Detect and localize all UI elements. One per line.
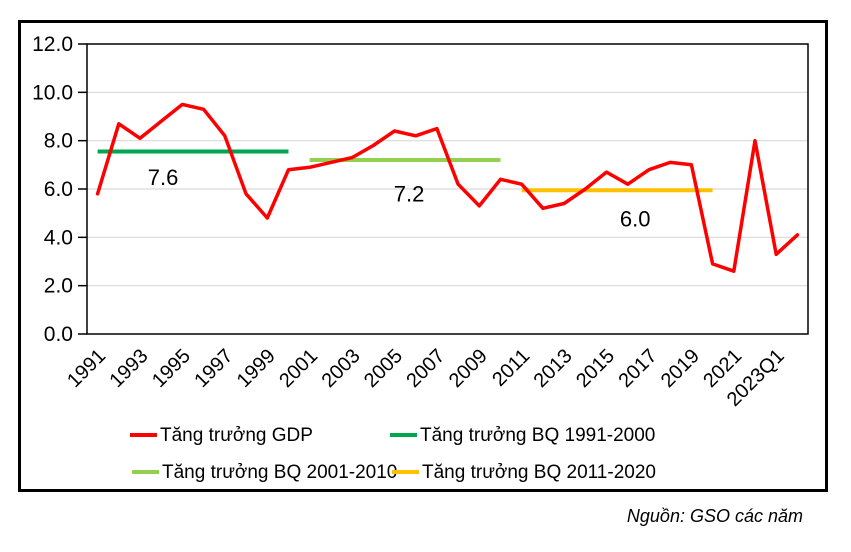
chart-outer-border <box>18 20 828 492</box>
x-axis-tick-label: 2017 <box>614 345 661 392</box>
y-axis-tick-label: 4.0 <box>44 226 73 249</box>
y-axis-tick-label: 12.0 <box>32 33 73 56</box>
x-axis-tick-label: 2001 <box>275 345 322 392</box>
source-note: Nguồn: GSO các năm <box>626 506 803 526</box>
x-axis-tick-label: 2019 <box>657 345 704 392</box>
legend-label-avg-2011-2020: Tăng trưởng BQ 2011-2020 <box>422 461 656 483</box>
x-axis-tick-label: 2009 <box>445 345 492 392</box>
legend-swatch-avg-2011-2020 <box>392 470 419 474</box>
x-axis-tick-label: 2005 <box>360 345 407 392</box>
legend-swatch-avg-2001-2010 <box>132 470 159 474</box>
y-axis-tick-label: 8.0 <box>44 130 73 153</box>
x-axis-tick-label: 2007 <box>402 345 449 392</box>
y-axis-tick-label: 2.0 <box>44 275 73 298</box>
x-axis-tick-label: 2013 <box>530 345 577 392</box>
legend-swatch-gdp <box>130 433 157 437</box>
x-axis-tick-label: 1997 <box>190 345 237 392</box>
average-value-label: 7.6 <box>148 165 179 190</box>
x-axis-tick-label: 2003 <box>318 345 365 392</box>
y-axis-tick-label: 10.0 <box>32 81 73 104</box>
legend-item-avg-1991-2000: Tăng trưởng BQ 1991-2000 <box>390 424 655 446</box>
x-axis-tick-label: 1993 <box>106 345 153 392</box>
legend-item-avg-2001-2010: Tăng trưởng BQ 2001-2010 <box>132 461 397 483</box>
legend-item-avg-2011-2020: Tăng trưởng BQ 2011-2020 <box>392 461 656 483</box>
average-value-label: 6.0 <box>620 207 651 232</box>
legend-label-avg-2001-2010: Tăng trưởng BQ 2001-2010 <box>162 461 398 483</box>
average-value-label: 7.2 <box>394 182 425 207</box>
y-axis-tick-label: 6.0 <box>44 178 73 201</box>
x-axis-tick-label: 1991 <box>63 345 110 392</box>
x-axis-tick-label: 1995 <box>148 345 195 392</box>
legend-label-gdp: Tăng trưởng GDP <box>160 424 313 446</box>
legend-label-avg-1991-2000: Tăng trưởng BQ 1991-2000 <box>420 424 656 446</box>
x-axis-tick-label: 2011 <box>488 345 534 391</box>
x-axis-tick-label: 2015 <box>572 345 619 392</box>
gdp-line <box>95 102 800 273</box>
y-axis-tick-label: 0.0 <box>44 323 73 346</box>
legend-swatch-avg-1991-2000 <box>390 433 417 437</box>
x-axis-tick-label: 1999 <box>233 345 280 392</box>
legend-item-gdp: Tăng trưởng GDP <box>130 424 313 446</box>
